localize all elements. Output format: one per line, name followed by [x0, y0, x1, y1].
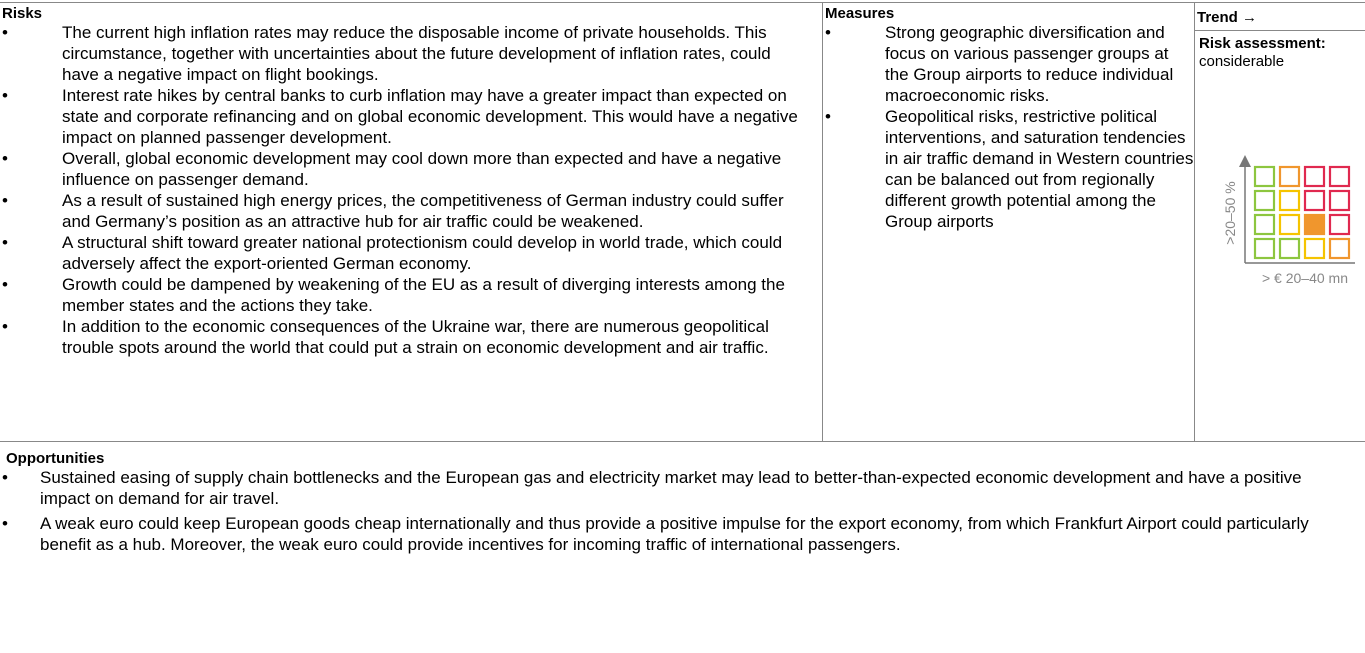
matrix-cell: [1253, 213, 1276, 236]
matrix-cell: [1303, 213, 1326, 236]
matrix-cell: [1328, 237, 1351, 260]
matrix-cell: [1253, 165, 1276, 188]
risk-item: Overall, global economic development may…: [0, 148, 802, 190]
risk-item: The current high inflation rates may red…: [0, 22, 802, 85]
measure-list: Strong geographic diversification and fo…: [823, 22, 1194, 232]
matrix-cell: [1303, 237, 1326, 260]
opportunities: Opportunities Sustained easing of supply…: [0, 448, 1365, 559]
value: considerable: [1199, 53, 1285, 70]
risk-item: Growth could be dampened by weakening of…: [0, 274, 802, 316]
header: Risks: [2, 5, 43, 22]
risk-item: As a result of sustained high energy pri…: [0, 190, 802, 232]
matrix-cell: [1328, 189, 1351, 212]
measure-item: Strong geographic diversification and fo…: [823, 22, 1194, 106]
label: Risk assessment:: [1199, 35, 1326, 52]
matrix-cell: [1278, 189, 1301, 212]
matrix-cell: [1303, 165, 1326, 188]
risk-item: In addition to the economic consequences…: [0, 316, 802, 358]
risk-list: The current high inflation rates may red…: [0, 22, 802, 358]
x-label: > € 20–40 mn: [1262, 270, 1348, 286]
matrix-cell: [1303, 189, 1326, 212]
matrix-cell: [1253, 189, 1276, 212]
risk-matrix: >20–50 % > € 20–40 mn: [1222, 155, 1355, 286]
matrix-cell: [1278, 165, 1301, 188]
matrix-cell: [1278, 213, 1301, 236]
risk-item: A structural shift toward greater nation…: [0, 232, 802, 274]
risk-assessment: Risk assessment: considerable: [1195, 31, 1365, 71]
header: Trend →: [1195, 3, 1365, 31]
opportunity-item: A weak euro could keep European goods ch…: [0, 513, 1365, 555]
matrix-cell: [1253, 237, 1276, 260]
risk-item: Interest rate hikes by central banks to …: [0, 85, 802, 148]
y-label: >20–50 %: [1222, 181, 1238, 244]
risks-column: Risks The current high inflation rates m…: [0, 2, 822, 442]
measures-column: Measures Strong geographic diversificati…: [822, 2, 1195, 442]
opportunity-list: Sustained easing of supply chain bottlen…: [0, 467, 1365, 555]
matrix-cell: [1278, 237, 1301, 260]
matrix-cell: [1328, 213, 1351, 236]
header: Opportunities: [6, 450, 105, 467]
opportunity-item: Sustained easing of supply chain bottlen…: [0, 467, 1365, 509]
trend-column: Trend → Risk assessment: considerable >2…: [1195, 2, 1365, 442]
header: Measures: [825, 5, 895, 22]
matrix-cell: [1328, 165, 1351, 188]
measure-item: Geopolitical risks, restrictive politica…: [823, 106, 1194, 232]
cells: [1253, 165, 1351, 260]
